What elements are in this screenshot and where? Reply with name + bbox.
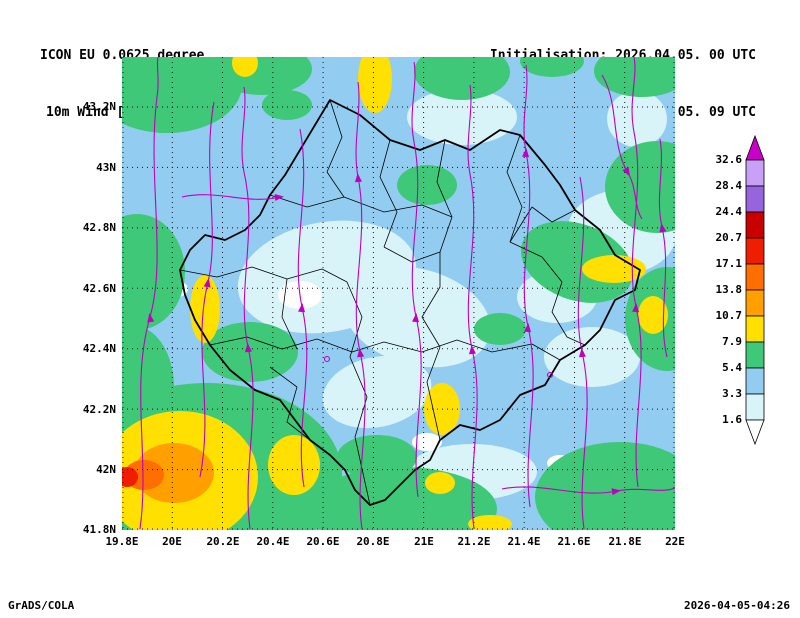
map-plot-area xyxy=(72,37,709,567)
legend-value: 13.8 xyxy=(715,283,743,296)
legend-value: 17.1 xyxy=(715,257,743,270)
lon-tick-label: 21.2E xyxy=(457,535,491,548)
grads-credit: GrADS/COLA xyxy=(8,599,75,612)
lon-tick-label: 20.2E xyxy=(206,535,240,548)
legend-value: 1.6 xyxy=(722,413,742,426)
legend-swatch xyxy=(745,237,765,265)
municipality-borders xyxy=(179,99,586,506)
legend-value: 20.7 xyxy=(715,231,743,244)
lon-tick-label: 19.8E xyxy=(105,535,139,548)
legend-swatch xyxy=(745,315,765,343)
legend-value: 7.9 xyxy=(722,335,742,348)
color-legend xyxy=(745,134,765,450)
lon-tick-label: 20.4E xyxy=(256,535,290,548)
legend-value: 3.3 xyxy=(722,387,742,400)
legend-swatch xyxy=(745,185,765,213)
lon-tick-label: 21.6E xyxy=(557,535,591,548)
wind-map xyxy=(72,37,709,567)
legend-value: 10.7 xyxy=(715,309,743,322)
legend-swatch-bottom xyxy=(745,419,765,446)
color-legend-bar xyxy=(745,134,765,446)
lat-tick-label: 42.2N xyxy=(82,403,116,416)
lon-tick-label: 21E xyxy=(414,535,434,548)
legend-swatch-top xyxy=(745,134,765,161)
legend-swatch xyxy=(745,211,765,239)
legend-swatch xyxy=(745,263,765,291)
lat-tick-label: 42.8N xyxy=(82,221,116,234)
lat-tick-label: 43.2N xyxy=(82,100,116,113)
legend-value: 24.4 xyxy=(715,205,743,218)
legend-swatch xyxy=(745,367,765,395)
legend-swatch xyxy=(745,289,765,317)
lon-tick-label: 20.8E xyxy=(356,535,390,548)
lat-tick-label: 43N xyxy=(96,161,116,174)
legend-swatch xyxy=(745,341,765,369)
lat-tick-label: 41.8N xyxy=(82,523,116,536)
creation-timestamp: 2026-04-05-04:26 xyxy=(684,599,790,612)
legend-value: 28.4 xyxy=(715,179,743,192)
lon-tick-label: 22E xyxy=(665,535,685,548)
country-border xyxy=(179,99,641,506)
legend-value: 5.4 xyxy=(722,361,742,374)
legend-swatch xyxy=(745,393,765,421)
lon-tick-label: 20.6E xyxy=(306,535,340,548)
lat-tick-label: 42.6N xyxy=(82,282,116,295)
lon-tick-label: 20E xyxy=(162,535,182,548)
lon-tick-label: 21.4E xyxy=(507,535,541,548)
legend-value: 32.6 xyxy=(715,153,743,166)
lat-tick-label: 42.4N xyxy=(82,342,116,355)
legend-swatch xyxy=(745,159,765,187)
wind-arrowheads xyxy=(147,148,667,496)
lat-tick-label: 42N xyxy=(96,463,116,476)
lon-tick-label: 21.8E xyxy=(608,535,642,548)
